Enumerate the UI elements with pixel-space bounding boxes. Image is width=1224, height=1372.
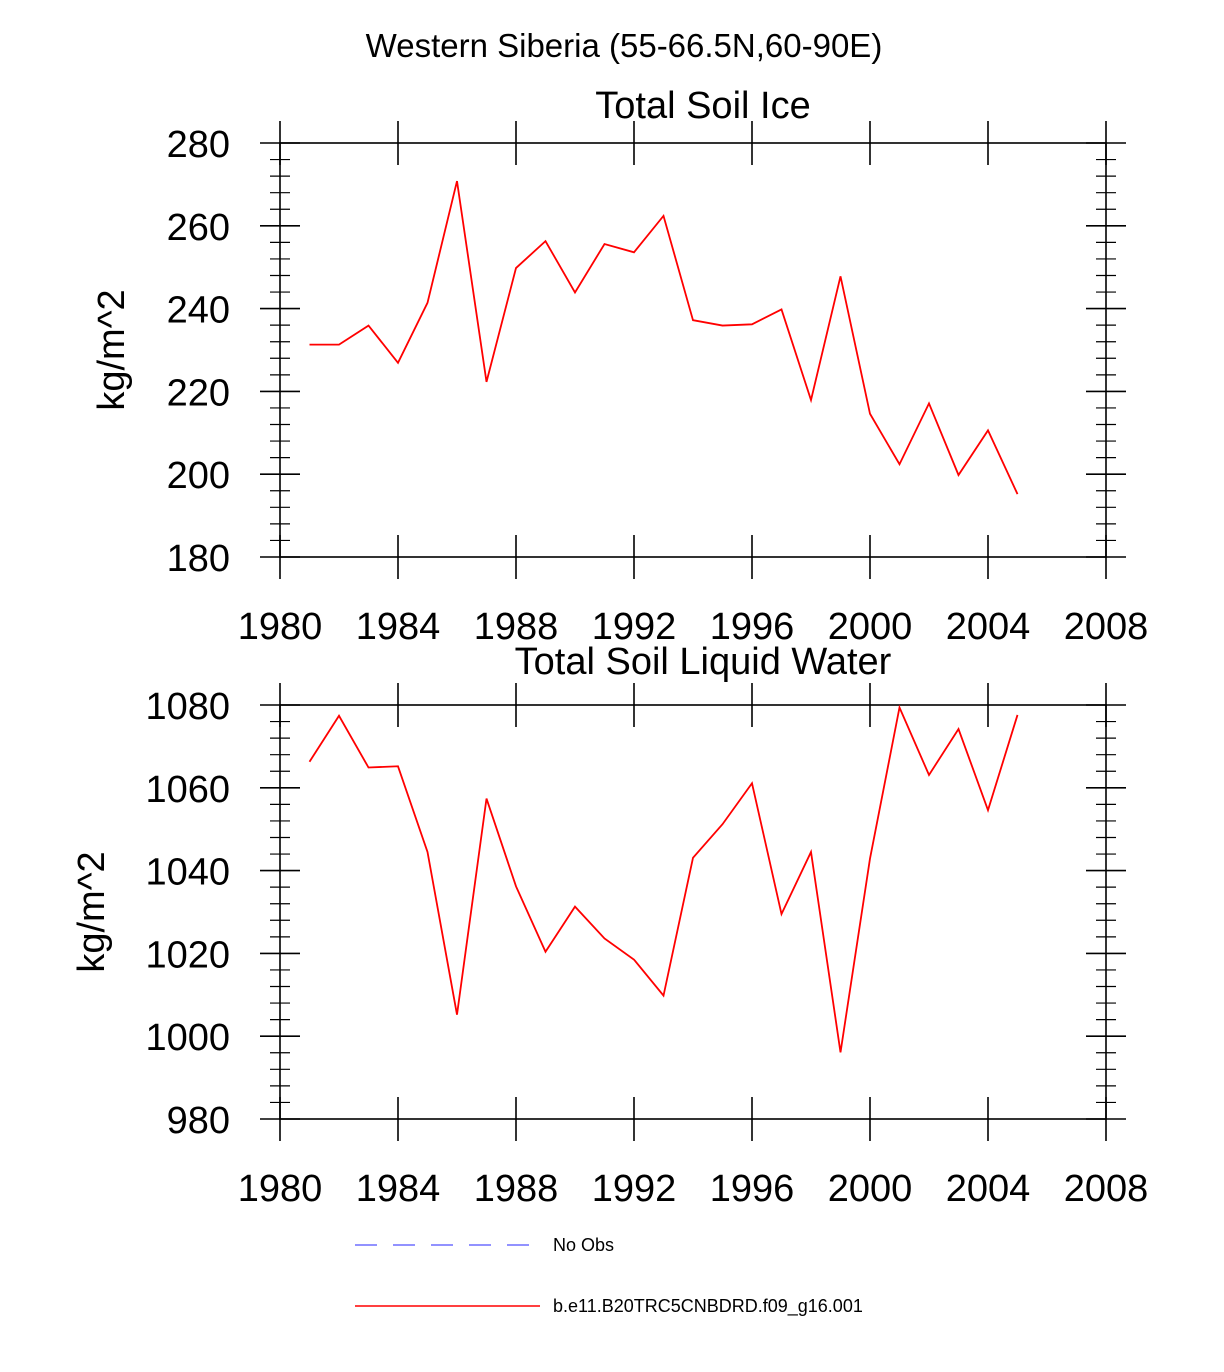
y-tick-label-180: 180 [167, 538, 230, 580]
x-tick-label-2008: 2008 [1064, 1168, 1149, 1210]
y-tick-label-1020: 1020 [145, 934, 230, 976]
legend: No Obs b.e11.B20TRC5CNBDRD.f09_g16.001 [355, 1235, 863, 1317]
y-tick-label-240: 240 [167, 290, 230, 332]
y-tick-label-260: 260 [167, 207, 230, 249]
series-line-b-e11-b20trc5cnbdrd-f09-g16-001 [309, 180, 1019, 495]
plot-frame [279, 704, 1107, 1120]
figure-title: Western Siberia (55-66.5N,60-90E) [366, 27, 883, 64]
panel-title-total-soil-liquid-water: Total Soil Liquid Water [515, 641, 892, 683]
x-tick-label-1992: 1992 [592, 606, 677, 648]
y-tick-label-1080: 1080 [145, 686, 230, 728]
x-tick-label-2000: 2000 [828, 606, 913, 648]
plot-frame [279, 142, 1107, 558]
x-tick-label-2000: 2000 [828, 1168, 913, 1210]
x-tick-label-2008: 2008 [1064, 606, 1149, 648]
panel-total-soil-liquid-water: Total Soil Liquid Water 1980 1984 1988 1992 1… [71, 641, 1148, 1210]
x-tick-label-1996: 1996 [710, 606, 795, 648]
legend-label-model: b.e11.B20TRC5CNBDRD.f09_g16.001 [553, 1296, 863, 1317]
x-tick-label-1992: 1992 [592, 1168, 677, 1210]
x-tick-label-1988: 1988 [474, 606, 559, 648]
x-tick-label-1988: 1988 [474, 1168, 559, 1210]
y-tick-label-280: 280 [167, 124, 230, 166]
x-tick-label-2004: 2004 [946, 606, 1031, 648]
legend-label-no-obs: No Obs [553, 1235, 614, 1255]
x-tick-label-1996: 1996 [710, 1168, 795, 1210]
y-tick-label-1060: 1060 [145, 769, 230, 811]
y-tick-label-1040: 1040 [145, 852, 230, 894]
y-axis-label: kg/m^2 [71, 851, 113, 972]
y-tick-label-1000: 1000 [145, 1017, 230, 1059]
x-tick-label-1984: 1984 [356, 1168, 441, 1210]
y-axis-label: kg/m^2 [91, 289, 133, 410]
x-tick-label-1984: 1984 [356, 606, 441, 648]
x-tick-label-1980: 1980 [238, 1168, 323, 1210]
x-tick-label-2004: 2004 [946, 1168, 1031, 1210]
y-tick-label-980: 980 [167, 1100, 230, 1142]
y-tick-label-220: 220 [167, 372, 230, 414]
series-line-b-e11-b20trc5cnbdrd-f09-g16-001 [308, 704, 1019, 1053]
panel-total-soil-ice: Total Soil Ice 1980 1984 1988 1992 1996 2000 20… [91, 85, 1148, 648]
x-tick-label-1980: 1980 [238, 606, 323, 648]
panel-title-total-soil-ice: Total Soil Ice [595, 85, 810, 127]
y-tick-label-200: 200 [167, 455, 230, 497]
